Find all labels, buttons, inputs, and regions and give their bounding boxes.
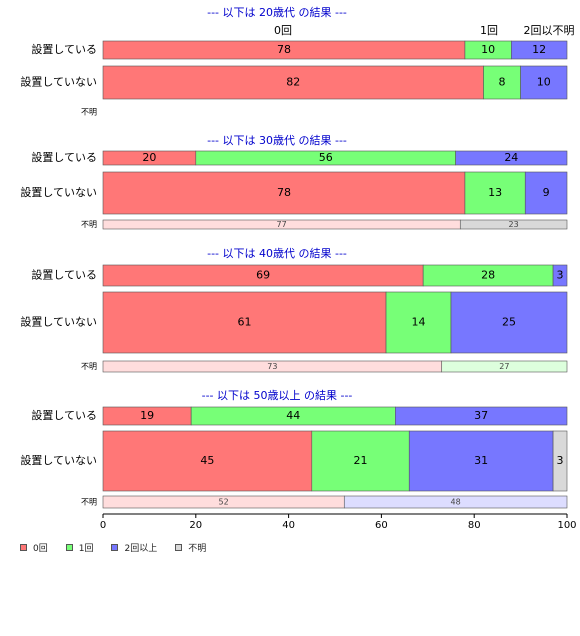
- row-label: 設置していない: [20, 453, 97, 467]
- bar-segment: [511, 40, 568, 60]
- bar-segment: [552, 430, 568, 492]
- data-label: 10: [537, 76, 551, 89]
- legend-swatch: [65, 544, 73, 551]
- panel-title: --- 以下は 40歳代 の結果 ---: [207, 246, 347, 260]
- unknown-data-label: 27: [499, 362, 509, 371]
- bar-segment: [102, 171, 466, 215]
- bar-segment: [464, 171, 526, 215]
- data-label: 28: [481, 269, 495, 282]
- legend-swatch: [175, 544, 183, 551]
- data-label: 3: [557, 454, 564, 467]
- bar-segment: [520, 65, 568, 100]
- row-label: 設置している: [31, 268, 97, 282]
- legend-item: 不明: [175, 541, 206, 554]
- data-label: 8: [499, 76, 506, 89]
- legend-item: 1回: [65, 541, 94, 554]
- data-label: 44: [286, 409, 300, 422]
- unknown-bar-segment: [459, 219, 568, 230]
- bar-segment: [395, 406, 568, 426]
- row-label: 設置していない: [20, 185, 97, 199]
- unknown-row-label: 不明: [81, 498, 97, 507]
- row-label: 設置している: [31, 42, 97, 56]
- bar-segment: [455, 150, 568, 166]
- unknown-bar-segment: [343, 495, 568, 509]
- bar-segment: [408, 430, 554, 492]
- data-label: 14: [412, 316, 426, 329]
- unknown-data-label: 77: [277, 220, 287, 229]
- unknown-data-label: 73: [267, 362, 277, 371]
- data-label: 37: [474, 409, 488, 422]
- top-category-label: 1回: [480, 24, 498, 37]
- data-label: 31: [474, 454, 488, 467]
- data-label: 61: [238, 316, 252, 329]
- legend-label: 不明: [188, 544, 207, 554]
- row-label: 設置していない: [20, 315, 97, 329]
- row-label: 設置している: [31, 408, 97, 422]
- data-label: 9: [543, 186, 550, 199]
- bar-segment: [552, 264, 568, 287]
- x-tick-label: 100: [557, 520, 576, 531]
- data-label: 3: [557, 269, 564, 282]
- legend-swatch: [20, 544, 27, 551]
- x-tick-label: 40: [282, 520, 295, 531]
- bar-segment: [524, 171, 568, 215]
- x-tick-label: 0: [100, 520, 106, 531]
- data-label: 78: [277, 186, 291, 199]
- top-category-label: 2回以不明: [524, 24, 575, 37]
- legend-item: 0回: [20, 541, 48, 554]
- panel-title: --- 以下は 20歳代 の結果 ---: [207, 5, 347, 19]
- data-label: 45: [200, 454, 214, 467]
- panel-title: --- 以下は 50歳以上 の結果 ---: [202, 388, 353, 402]
- panel-title: --- 以下は 30歳代 の結果 ---: [207, 133, 347, 147]
- data-label: 10: [481, 43, 495, 56]
- legend-label: 1回: [78, 544, 94, 554]
- x-tick-label: 80: [468, 520, 481, 531]
- data-label: 13: [488, 186, 502, 199]
- data-label: 19: [140, 409, 154, 422]
- unknown-row-label: 不明: [81, 220, 97, 229]
- data-label: 21: [354, 454, 368, 467]
- bar-segment: [102, 65, 484, 100]
- legend-label: 2回以上: [124, 544, 158, 554]
- data-label: 78: [277, 43, 291, 56]
- unknown-data-label: 23: [509, 220, 519, 229]
- data-label: 20: [142, 151, 156, 164]
- bar-segment: [102, 291, 387, 354]
- bar-segment: [450, 291, 568, 354]
- x-tick-label: 20: [189, 520, 202, 531]
- data-label: 24: [504, 151, 518, 164]
- legend-swatch: [111, 544, 119, 551]
- bar-segment: [311, 430, 410, 492]
- unknown-data-label: 52: [219, 498, 229, 507]
- row-label: 設置していない: [20, 75, 97, 89]
- bar-segment: [385, 291, 452, 354]
- unknown-row-label: 不明: [81, 108, 97, 117]
- data-label: 82: [286, 76, 300, 89]
- legend: 0回 1回 2回以上 不明: [20, 541, 206, 554]
- x-tick-label: 60: [375, 520, 388, 531]
- data-label: 12: [532, 43, 546, 56]
- unknown-row-label: 不明: [81, 362, 97, 371]
- data-label: 69: [256, 269, 270, 282]
- legend-label: 0回: [33, 544, 48, 554]
- legend-item: 2回以上: [111, 541, 157, 554]
- data-label: 25: [502, 316, 516, 329]
- data-label: 56: [319, 151, 333, 164]
- row-label: 設置している: [31, 150, 97, 164]
- top-category-label: 0回: [274, 24, 292, 37]
- unknown-bar-segment: [441, 360, 568, 373]
- unknown-data-label: 48: [451, 498, 461, 507]
